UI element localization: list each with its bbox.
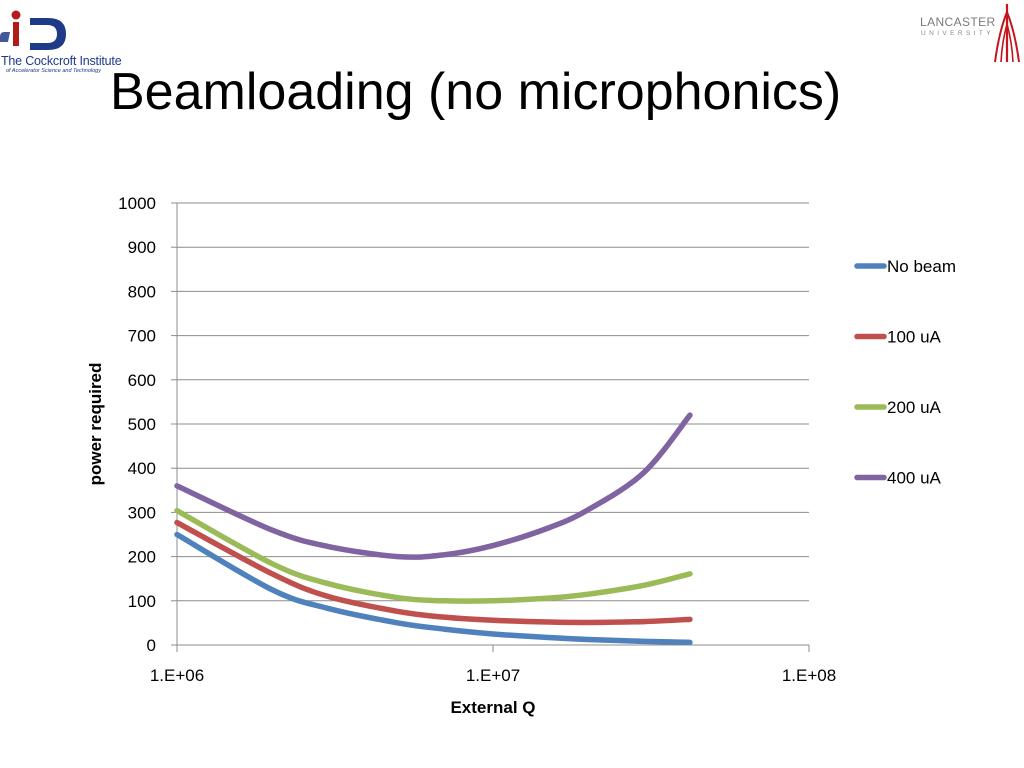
y-tick-label: 500 [128,415,156,434]
lancaster-logo: LANCASTER UNIVERSITY [912,2,1024,68]
series-line-400-ua [174,412,693,560]
y-tick-label: 600 [128,371,156,390]
y-tick-label: 900 [128,238,156,257]
slide-title: Beamloading (no microphonics) [110,63,842,121]
y-tick-label: 1000 [118,194,156,213]
legend-label-no-beam: No beam [887,257,956,276]
series-line-100-ua [174,519,693,626]
lancaster-name: LANCASTER [920,15,996,29]
axes: 0 100 200 300 400 500 600 700 800 900 1000 1.E+06 1.… [86,194,836,717]
lancaster-subtitle: UNIVERSITY [921,30,995,37]
cockcroft-logo: The Cockcroft Institute of Accelerator S… [0,4,122,74]
cockcroft-logo-icon [0,10,66,50]
y-axis-title: power required [86,363,105,486]
legend-label-400-ua: 400 uA [887,469,942,488]
y-tick-label: 400 [128,459,156,478]
legend-label-200-ua: 200 uA [887,398,942,417]
y-tick-label: 300 [128,503,156,522]
y-tick-label: 0 [147,636,156,655]
y-tick-label: 200 [128,548,156,567]
y-tick-label: 700 [128,327,156,346]
series-lines [174,412,693,646]
cockcroft-subtitle: of Accelerator Science and Technology [6,68,101,74]
legend-label-100-ua: 100 uA [887,328,942,347]
cockcroft-name: The Cockcroft Institute [1,54,122,68]
grid-lines [177,202,809,602]
x-tick-label: 1.E+08 [782,666,836,685]
series-line-no-beam [174,531,693,646]
x-axis-title: External Q [450,698,535,717]
y-tick-label: 800 [128,282,156,301]
x-tick-label: 1.E+07 [466,666,520,685]
series-line-200-ua [174,507,693,604]
x-tick-label: 1.E+06 [150,666,204,685]
y-tick-label: 100 [128,592,156,611]
legend: No beam 100 uA 200 uA 400 uA [854,257,956,488]
lancaster-logo-icon [994,4,1020,63]
